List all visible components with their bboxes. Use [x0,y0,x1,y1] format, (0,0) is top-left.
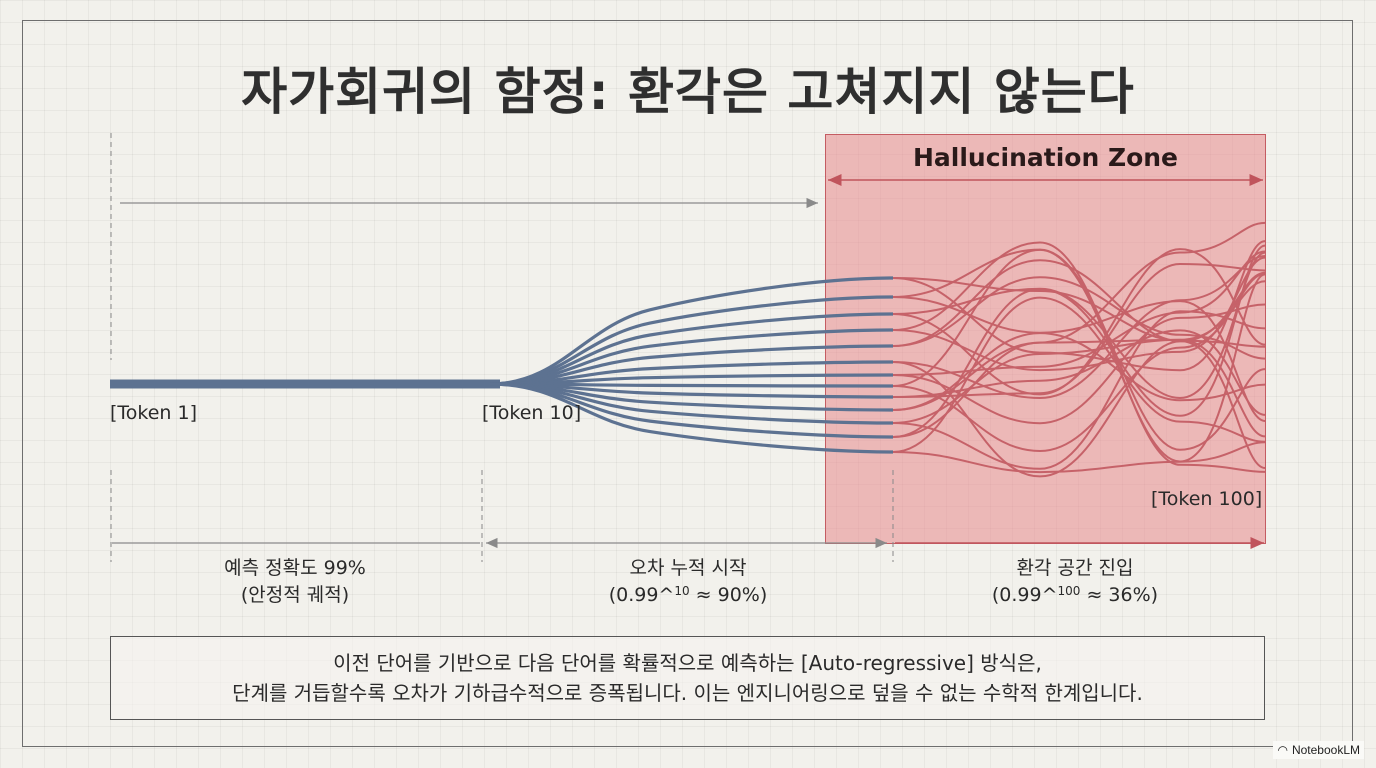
explanation-box: 이전 단어를 기반으로 다음 단어를 확률적으로 예측하는 [Auto-regr… [110,636,1265,720]
notebooklm-logo-icon: ◠ [1277,743,1288,757]
diverging-path [489,382,894,388]
brand-label: NotebookLM [1291,743,1360,757]
hallucination-path [892,244,1266,438]
slide-frame [22,20,1353,747]
hallucination-path [892,296,1266,453]
explanation-line-1: 이전 단어를 기반으로 다음 단어를 확률적으로 예측하는 [Auto-regr… [333,651,1042,675]
phase-hallucination-title: 환각 공간 진입 [1016,557,1134,579]
token-1-label: [Token 1] [110,402,198,424]
diverging-path [489,382,894,399]
diverging-path [489,312,894,386]
diverging-path [489,382,894,439]
hallucination-trajectories [892,221,1266,478]
diverging-path [489,328,894,386]
phase-stable: 예측 정확도 99% (안정적 궤적) [195,555,395,609]
hallucination-zone-title: Hallucination Zone [912,143,1179,172]
notebooklm-brand: ◠ NotebookLM [1273,741,1364,759]
diverging-path [489,276,894,386]
phase-accumulation-title: 오차 누적 시작 [629,557,747,579]
hallucination-path [892,271,1266,478]
diverging-path [489,295,894,386]
explanation-line-2: 단계를 거듭할수록 오차가 기하급수적으로 증폭됩니다. 이는 엔지니어링으로 … [232,681,1143,705]
hallucination-path [892,338,1266,438]
phase-stable-desc: (안정적 궤적) [240,584,350,606]
hallucination-path [892,303,1266,425]
hallucination-path [892,259,1266,470]
hallucination-path [892,221,1266,411]
hallucination-path [892,248,1266,396]
diverging-path [489,373,894,386]
diverging-path [489,382,894,425]
token-10-label: [Token 10] [482,402,582,424]
hallucination-path [892,263,1266,398]
hallucination-path [892,441,1266,474]
hallucination-path [892,255,1266,399]
hallucination-path [892,280,1266,438]
hallucination-path [892,241,1266,473]
phase-accumulation: 오차 누적 시작 (0.99^10 ≈ 90%) [588,555,788,609]
token-100-label: [Token 100] [1151,488,1263,510]
phase-hallucination-formula: (0.99^100 ≈ 36%) [991,584,1159,606]
diverging-path [489,382,894,412]
phase-hallucination: 환각 공간 진입 (0.99^100 ≈ 36%) [965,555,1185,609]
phase-stable-title: 예측 정확도 99% [224,557,366,579]
diverging-path [489,360,894,386]
hallucination-path [892,310,1266,470]
hallucination-path [892,276,1266,360]
diverging-path [489,344,894,386]
phase-accumulation-formula: (0.99^10 ≈ 90%) [608,584,768,606]
diverging-trajectories [489,276,894,454]
diverging-path [489,382,894,454]
slide-title: 자가회귀의 함정: 환각은 고쳐지지 않는다 [241,63,1135,121]
